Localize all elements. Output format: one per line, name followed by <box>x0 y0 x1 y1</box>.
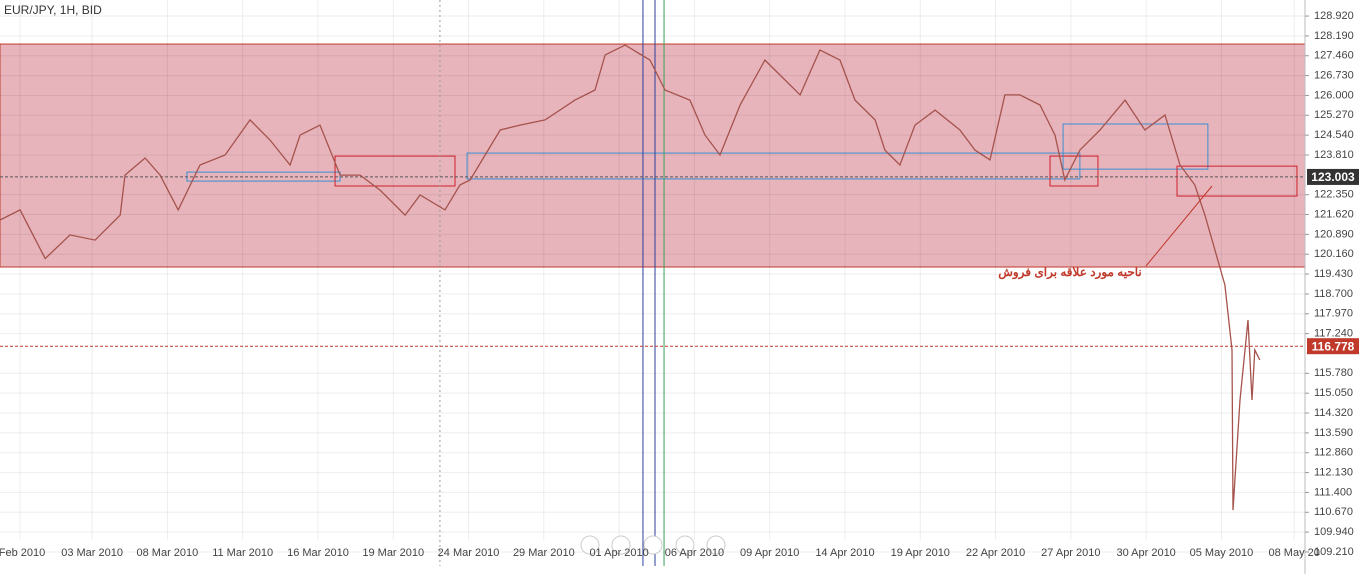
price-label: 116.778 <box>1312 339 1355 353</box>
x-tick-label: 22 Apr 2010 <box>966 547 1025 559</box>
zone <box>334 155 456 187</box>
x-tick-label: 01 Apr 2010 <box>589 547 648 559</box>
x-tick-label: 16 Mar 2010 <box>287 547 349 559</box>
y-tick-label: 123.810 <box>1314 149 1354 161</box>
y-tick-label: 126.730 <box>1314 69 1354 81</box>
y-tick-label: 119.430 <box>1314 268 1353 280</box>
y-tick-label: 126.000 <box>1314 89 1354 101</box>
x-tick-label: 09 Apr 2010 <box>740 547 799 559</box>
zone <box>0 43 1306 268</box>
x-tick-label: 11 Mar 2010 <box>212 547 273 559</box>
x-tick-label: 30 Apr 2010 <box>1116 547 1175 559</box>
x-tick-label: 06 Apr 2010 <box>665 547 724 559</box>
y-tick-label: 128.920 <box>1314 10 1354 22</box>
x-tick-label: 19 Apr 2010 <box>891 547 950 559</box>
chart-title: EUR/JPY, 1H, BID <box>4 3 102 17</box>
x-tick-label: 29 Mar 2010 <box>513 547 575 559</box>
price-label-bg <box>1307 168 1359 185</box>
x-tick-label: 05 May 2010 <box>1190 547 1254 559</box>
price-label-bg <box>1307 338 1359 355</box>
y-tick-label: 120.890 <box>1314 228 1354 240</box>
x-tick-label: 24 Mar 2010 <box>438 547 500 559</box>
y-tick-label: 124.540 <box>1314 129 1354 141</box>
y-tick-label: 112.130 <box>1314 466 1353 478</box>
y-tick-label: 120.160 <box>1314 248 1354 260</box>
x-tick-label: 19 Mar 2010 <box>362 547 424 559</box>
nav-forward[interactable] <box>706 535 726 555</box>
y-tick-label: 115.050 <box>1314 387 1353 399</box>
annotation: ناحیه مورد علاقه برای فروش <box>998 265 1142 280</box>
annotation-pointer <box>1145 185 1213 267</box>
y-tick-label: 122.350 <box>1314 189 1354 201</box>
y-tick-label: 109.210 <box>1314 546 1354 558</box>
y-tick-label: 121.620 <box>1314 208 1354 220</box>
price-label: 123.003 <box>1311 170 1355 184</box>
zone <box>1049 155 1099 187</box>
nav-zoom-in[interactable] <box>675 535 695 555</box>
x-tick-label: 27 Apr 2010 <box>1041 547 1100 559</box>
zone <box>1176 165 1298 197</box>
plot-layer <box>0 0 1306 566</box>
zone <box>1062 123 1209 170</box>
y-tick-label: 128.190 <box>1314 30 1354 42</box>
y-tick-label: 125.270 <box>1314 109 1354 121</box>
y-tick-label: 127.460 <box>1314 50 1354 62</box>
y-tick-label: 114.320 <box>1314 407 1353 419</box>
navigation <box>580 535 726 555</box>
y-tick-label: 111.400 <box>1314 486 1352 498</box>
x-tick-label: 08 May 20 <box>1269 547 1320 559</box>
y-tick-label: 118.700 <box>1314 288 1353 300</box>
y-tick-label: 115.780 <box>1314 367 1353 379</box>
y-tick-label: 113.590 <box>1314 427 1353 439</box>
y-tick-label: 112.860 <box>1314 447 1353 459</box>
x-tick-label: 03 Mar 2010 <box>61 547 123 559</box>
y-tick-label: 117.240 <box>1314 328 1353 340</box>
nav-reset[interactable] <box>643 535 663 555</box>
y-tick-label: 110.670 <box>1314 506 1353 518</box>
nav-zoom-out[interactable] <box>611 535 631 555</box>
x-tick-label: 14 Apr 2010 <box>815 547 874 559</box>
x-tick-label: Feb 2010 <box>0 547 45 559</box>
price-series <box>0 44 1261 511</box>
y-tick-label: 117.970 <box>1314 308 1353 320</box>
x-tick-label: 08 Mar 2010 <box>137 547 199 559</box>
zone <box>466 152 1081 180</box>
nav-back[interactable] <box>580 535 600 555</box>
y-tick-label: 109.940 <box>1314 526 1354 538</box>
